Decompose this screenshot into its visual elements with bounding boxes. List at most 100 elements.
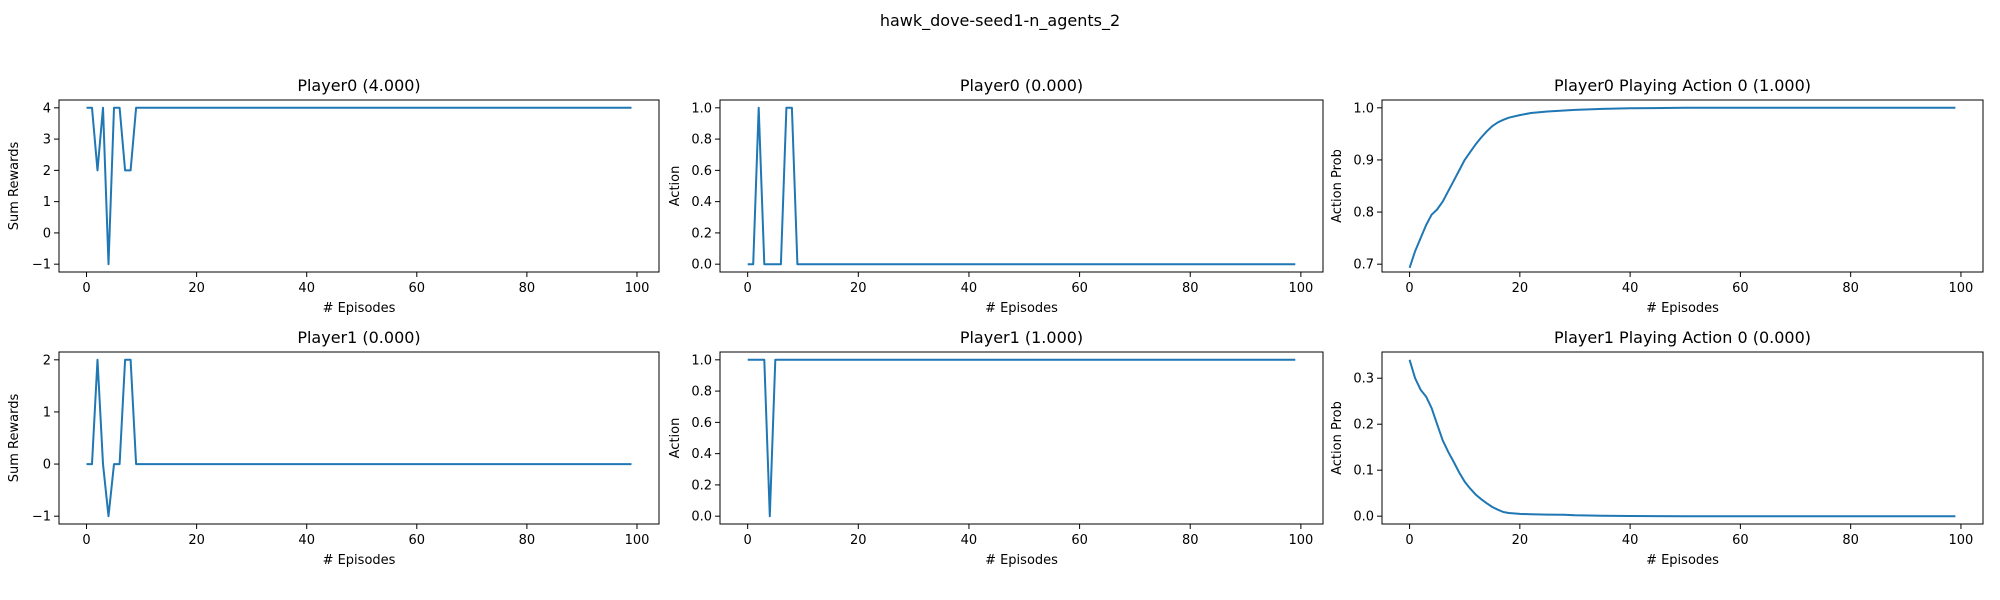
y-tick-label: 0.2	[1353, 418, 1374, 433]
y-axis-label: Action Prob	[1330, 149, 1345, 223]
y-tick-label: 0	[43, 226, 51, 241]
y-axis-label: Sum Rewards	[7, 142, 22, 231]
y-tick-label: 0.9	[1353, 153, 1374, 168]
x-tick-label: 0	[744, 281, 752, 296]
x-tick-label: 60	[1732, 281, 1749, 296]
x-tick-label: 20	[850, 281, 867, 296]
subplot-title: Player1 (0.000)	[297, 328, 420, 347]
y-tick-label: −1	[32, 510, 51, 525]
y-axis-label: Action Prob	[1330, 401, 1345, 475]
subplot-title: Player1 Playing Action 0 (0.000)	[1554, 328, 1811, 347]
y-axis-label: Action	[668, 418, 683, 459]
axes-frame	[719, 99, 1324, 273]
series-line-0	[86, 106, 632, 266]
x-tick-label: 80	[1182, 281, 1199, 296]
x-tick-label: 100	[1949, 281, 1974, 296]
x-axis-label: # Episodes	[1646, 301, 1719, 316]
series-line-0	[747, 358, 1296, 518]
x-axis-label: # Episodes	[323, 553, 396, 568]
y-tick-label: 0.2	[691, 478, 712, 493]
y-tick-label: 0.0	[691, 510, 712, 525]
y-tick-label: 1	[43, 195, 51, 210]
series-line-0	[1408, 106, 1956, 269]
x-axis-label: # Episodes	[323, 301, 396, 316]
x-tick-label: 20	[188, 533, 205, 548]
x-tick-label: 40	[961, 533, 978, 548]
x-tick-label: 60	[409, 533, 426, 548]
y-tick-label: 0.0	[691, 258, 712, 273]
y-tick-label: 0.3	[1353, 372, 1374, 387]
y-tick-label: 1.0	[1353, 101, 1374, 116]
subplot-3: Player1 (0.000) 0 20 40 60 80 100 −1 0 1 2 # Episod…	[7, 328, 660, 568]
subplot-0: Player0 (4.000) 0 20 40 60 80 100 −1 0 1 2 3 4 # Epis…	[7, 76, 660, 316]
x-tick-label: 80	[1182, 533, 1199, 548]
y-tick-label: 0.2	[691, 226, 712, 241]
x-tick-label: 40	[1622, 281, 1639, 296]
x-tick-label: 40	[298, 281, 315, 296]
x-tick-label: 60	[1071, 281, 1088, 296]
x-tick-label: 20	[1512, 533, 1529, 548]
x-tick-label: 60	[1732, 533, 1749, 548]
axes-frame	[1381, 99, 1984, 273]
x-tick-label: 40	[961, 281, 978, 296]
y-tick-label: 0.6	[691, 164, 712, 179]
x-tick-label: 0	[1405, 533, 1413, 548]
x-tick-label: 40	[298, 533, 315, 548]
series-line-0	[1408, 359, 1956, 518]
x-tick-label: 40	[1622, 533, 1639, 548]
x-tick-label: 0	[82, 281, 90, 296]
x-tick-label: 20	[850, 533, 867, 548]
subplot-4: Player1 (1.000) 0 20 40 60 80 100 0.0 0.2 0.4 0.6 0…	[668, 328, 1324, 568]
subplot-title: Player1 (1.000)	[960, 328, 1083, 347]
y-tick-label: 0.8	[691, 133, 712, 148]
series-line-0	[747, 106, 1296, 266]
x-tick-label: 0	[744, 533, 752, 548]
subplot-2: Player0 Playing Action 0 (1.000) 0 20 40 60 8…	[1330, 76, 1984, 316]
subplot-title: Player0 (0.000)	[960, 76, 1083, 95]
y-tick-label: 3	[43, 133, 51, 148]
y-tick-label: 0	[43, 458, 51, 473]
x-tick-label: 100	[1949, 533, 1974, 548]
x-tick-label: 0	[82, 533, 90, 548]
y-tick-label: 2	[43, 164, 51, 179]
x-tick-label: 80	[1842, 533, 1859, 548]
x-tick-label: 100	[625, 533, 650, 548]
y-tick-label: 1.0	[691, 353, 712, 368]
x-tick-label: 100	[1288, 533, 1313, 548]
x-tick-label: 60	[409, 281, 426, 296]
axes-frame	[58, 99, 660, 273]
y-axis-label: Action	[668, 166, 683, 207]
subplot-1: Player0 (0.000) 0 20 40 60 80 100 0.0 0.2 0.4 0.6 0…	[668, 76, 1324, 316]
y-tick-label: 0.6	[691, 416, 712, 431]
x-tick-label: 20	[1512, 281, 1529, 296]
series-line-0	[86, 358, 632, 518]
y-tick-label: 0.1	[1353, 464, 1374, 479]
x-tick-label: 0	[1405, 281, 1413, 296]
subplot-title: Player0 Playing Action 0 (1.000)	[1554, 76, 1811, 95]
x-axis-label: # Episodes	[985, 553, 1058, 568]
x-axis-label: # Episodes	[1646, 553, 1719, 568]
x-tick-label: 20	[188, 281, 205, 296]
x-tick-label: 100	[1288, 281, 1313, 296]
y-tick-label: 1.0	[691, 101, 712, 116]
y-axis-label: Sum Rewards	[7, 394, 22, 483]
subplot-5: Player1 Playing Action 0 (0.000) 0 20 40 60 8…	[1330, 328, 1984, 568]
subplot-title: Player0 (4.000)	[297, 76, 420, 95]
x-tick-label: 80	[519, 281, 536, 296]
y-tick-label: 4	[43, 101, 51, 116]
x-tick-label: 60	[1071, 533, 1088, 548]
y-tick-label: 0.4	[691, 447, 712, 462]
x-tick-label: 80	[519, 533, 536, 548]
y-tick-label: 0.4	[691, 195, 712, 210]
y-tick-label: 0.8	[1353, 206, 1374, 221]
y-tick-label: 0.8	[691, 385, 712, 400]
y-tick-label: 0.0	[1353, 510, 1374, 525]
axes-frame	[58, 351, 660, 525]
axes-frame	[719, 351, 1324, 525]
y-tick-label: −1	[32, 258, 51, 273]
y-tick-label: 2	[43, 353, 51, 368]
y-tick-label: 0.7	[1353, 258, 1374, 273]
y-tick-label: 1	[43, 405, 51, 420]
